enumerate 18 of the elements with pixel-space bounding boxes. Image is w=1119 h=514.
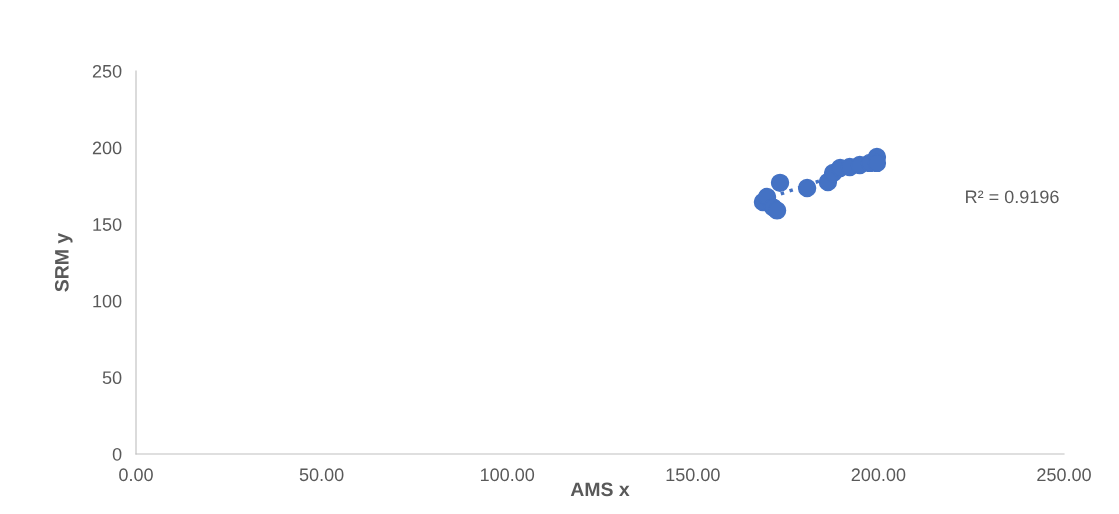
point xyxy=(767,201,787,220)
y-tick-label: 100 xyxy=(93,294,122,308)
x-tick-label: 100.00 xyxy=(480,468,535,482)
annotation: R² = 0.9196 xyxy=(966,190,1059,204)
y-tick-label: 150 xyxy=(93,218,122,231)
x-axis-title: AMS x xyxy=(570,482,630,497)
x-tick-label: 250.00 xyxy=(1037,468,1091,482)
x-tick-label: 150.00 xyxy=(666,468,720,482)
x-tick-label: 50.00 xyxy=(299,468,344,482)
y-tick-label: 0 xyxy=(112,447,122,461)
x-tick-label: 0.00 xyxy=(119,468,153,482)
y-tick-label: 50 xyxy=(102,371,122,385)
point xyxy=(770,173,790,193)
x-tick-label: 200.00 xyxy=(851,468,906,482)
y-tick-label: 200 xyxy=(92,141,122,155)
point xyxy=(797,178,817,198)
y-axis-title: SRM y xyxy=(54,232,73,292)
y-tick-label: 250 xyxy=(92,64,122,78)
